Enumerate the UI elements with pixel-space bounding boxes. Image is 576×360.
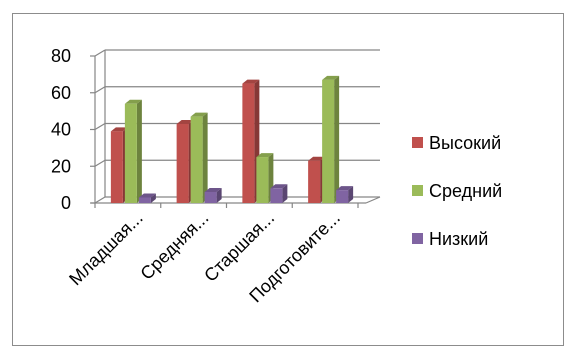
- gridline-side: [94, 159, 106, 167]
- gridline-side: [94, 196, 106, 204]
- bar-top: [110, 127, 128, 132]
- bar: [308, 156, 326, 203]
- bar-front: [322, 79, 335, 203]
- bar-side: [216, 187, 222, 203]
- bar-top: [322, 75, 340, 80]
- bar-top: [190, 112, 208, 117]
- bar-top: [336, 186, 354, 191]
- bar-side: [334, 75, 340, 203]
- y-tick-label: 80: [51, 46, 71, 66]
- bar: [204, 187, 222, 203]
- y-tick-label: 40: [51, 120, 71, 140]
- legend-label: Высокий: [429, 133, 501, 153]
- legend-swatch: [412, 233, 423, 244]
- bar-front: [190, 116, 203, 203]
- chart-frame: [12, 13, 564, 346]
- gridline-side: [94, 122, 106, 131]
- bar: [124, 99, 142, 203]
- bar-front: [308, 160, 321, 203]
- bar-front: [242, 83, 255, 203]
- legend-swatch: [412, 137, 423, 148]
- gridline-side: [94, 49, 106, 57]
- bar: [256, 153, 274, 203]
- bar-side: [202, 112, 208, 203]
- bar-front: [176, 123, 189, 203]
- bar-top: [124, 99, 142, 104]
- y-tick-label: 0: [61, 193, 71, 213]
- y-tick-label: 20: [51, 156, 71, 176]
- legend: Высокий Средний Низкий: [412, 133, 502, 249]
- bar-side: [136, 99, 142, 203]
- bar-top: [138, 193, 156, 198]
- legend-label: Средний: [429, 181, 502, 201]
- bar-front: [336, 190, 349, 203]
- bar-front: [204, 191, 217, 203]
- bar-top: [270, 184, 288, 189]
- bar-top: [308, 156, 326, 161]
- bars: [110, 75, 354, 203]
- y-tick-label: 60: [51, 83, 71, 103]
- legend-swatch: [412, 185, 423, 196]
- bar-front: [138, 197, 151, 203]
- bar: [190, 112, 208, 203]
- bar-side: [150, 193, 156, 203]
- bar-front: [124, 103, 137, 203]
- bar-top: [176, 119, 194, 124]
- y-tick-labels: 0 20 40 60 80: [51, 46, 71, 213]
- x-tick-labels: Младшая...Средняя...Старшая...Подготовит…: [65, 208, 344, 307]
- x-tick-label: Младшая...: [65, 208, 146, 289]
- legend-label: Низкий: [429, 229, 488, 249]
- bar-side: [348, 186, 354, 203]
- bar-top: [256, 153, 274, 158]
- bar-side: [282, 184, 288, 203]
- bar-top: [204, 187, 222, 192]
- bar: [138, 193, 156, 203]
- x-axis-side: [365, 196, 381, 204]
- bar-front: [110, 131, 123, 203]
- bar: [336, 186, 354, 203]
- bar-top: [242, 79, 260, 84]
- bar-front: [256, 157, 269, 203]
- bar: [322, 75, 340, 203]
- gridline-side: [94, 86, 106, 94]
- bar: [270, 184, 288, 203]
- bar-front: [270, 188, 283, 203]
